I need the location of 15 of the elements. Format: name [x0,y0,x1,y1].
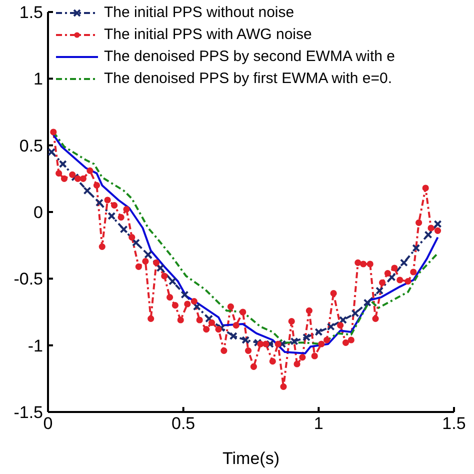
y-tick-label: 0 [34,203,43,222]
legend-label: The initial PPS with AWG noise [104,25,312,45]
x-tick-label: 1.5 [442,414,466,434]
y-tick-label: 1.5 [19,3,43,22]
legend-label: The initial PPS without noise [104,3,294,23]
y-tick-label: 0.5 [19,136,43,156]
x-tick-label: 0.5 [172,414,196,434]
legend-label: The denoised PPS by second EWMA with e [104,47,395,67]
x-axis-title: Time(s) [222,449,280,468]
x-tick-label: 1 [314,414,324,434]
y-tick-label: -1.5 [14,403,43,422]
y-tick-label: -1 [28,336,43,356]
y-tick-label: 1 [34,70,43,89]
legend-label: The denoised PPS by first EWMA with e=0. [104,69,392,89]
y-tick-label: -0.5 [14,270,43,289]
